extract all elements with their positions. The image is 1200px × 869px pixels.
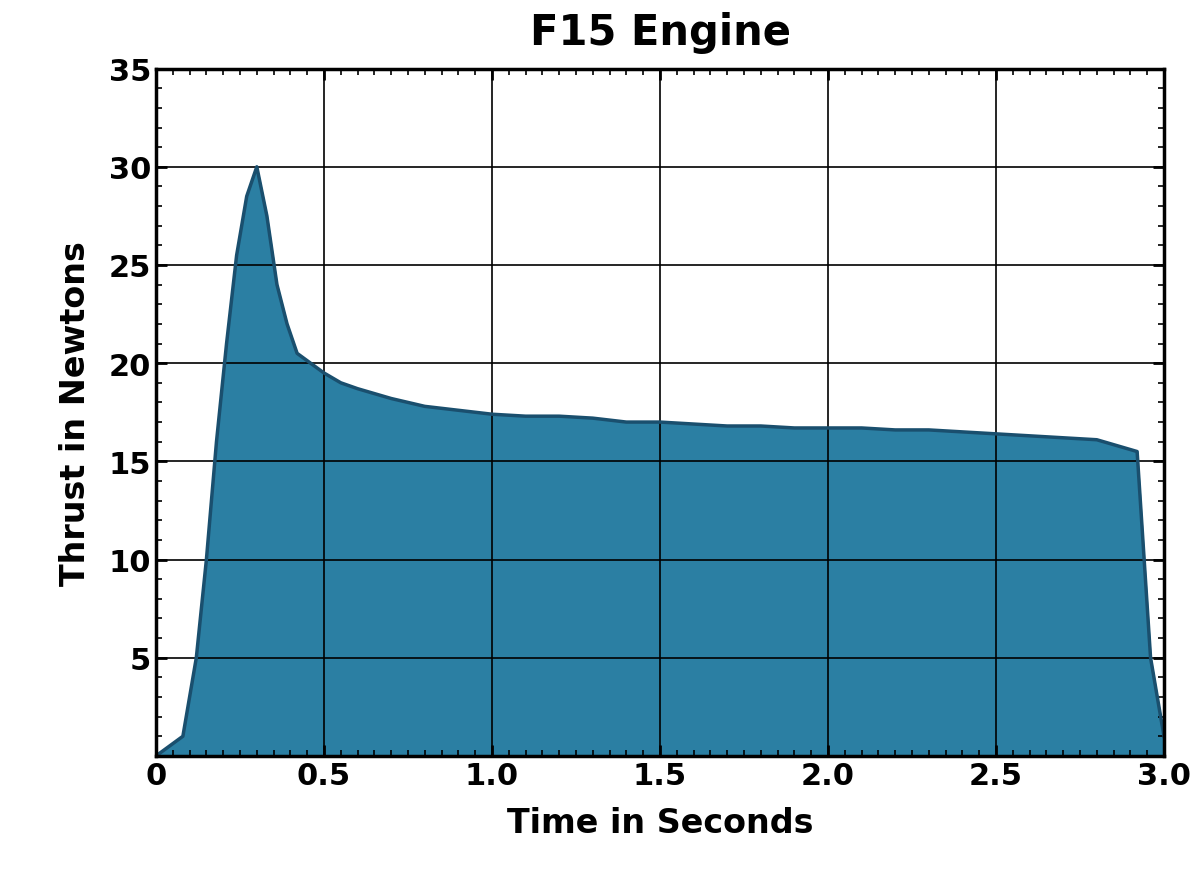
Y-axis label: Thrust in Newtons: Thrust in Newtons <box>59 241 92 585</box>
X-axis label: Time in Seconds: Time in Seconds <box>506 806 814 839</box>
Title: F15 Engine: F15 Engine <box>529 11 791 54</box>
